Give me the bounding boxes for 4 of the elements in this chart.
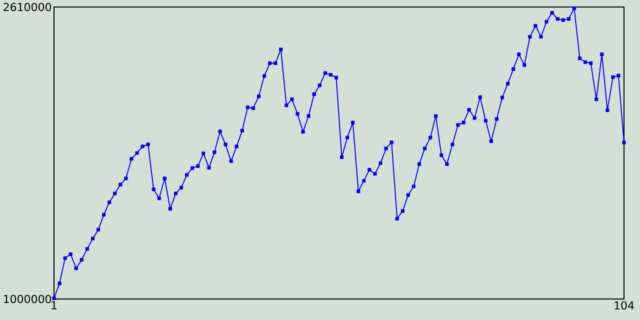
x-tick-label: 104 (614, 301, 634, 310)
y-tick-label: 1000000 (4, 294, 52, 304)
y-tick-label: 2610000 (4, 2, 52, 12)
x-tick-label: 1 (52, 301, 56, 310)
